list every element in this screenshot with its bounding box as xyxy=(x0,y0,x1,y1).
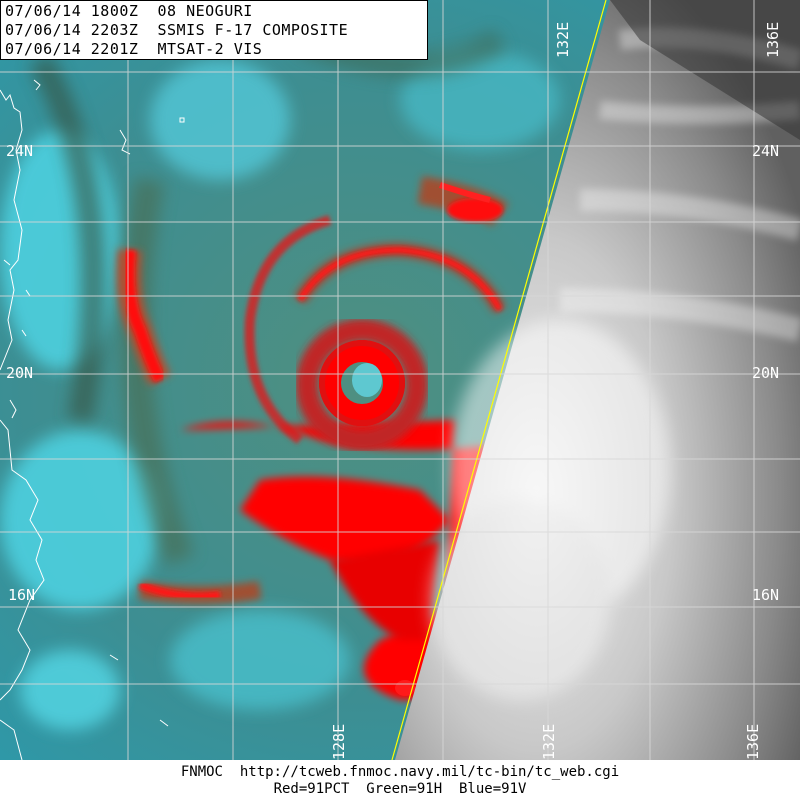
lat-label-16n: 16N xyxy=(8,586,36,604)
coastline-outline xyxy=(0,79,185,760)
footer-source-url[interactable]: FNMOC http://tcweb.fnmoc.navy.mil/tc-bin… xyxy=(180,764,620,780)
lon-label-136e-bottom: 136E xyxy=(744,723,762,760)
storm-eye-icon xyxy=(352,363,382,397)
header-storm-line: 07/06/14 1800Z 08 NEOGURI xyxy=(5,2,253,20)
lat-label-16n-right: 16N xyxy=(752,586,780,604)
header-sensor-line: 07/06/14 2203Z SSMIS F-17 COMPOSITE xyxy=(5,21,349,39)
footer-channel-legend: Red=91PCT Green=91H Blue=91V xyxy=(273,781,527,797)
satellite-imagery-map[interactable] xyxy=(0,0,800,760)
lon-label-132e-top: 132E xyxy=(554,21,572,58)
lat-label-24n-right: 24N xyxy=(752,142,780,160)
lat-label-20n-right: 20N xyxy=(752,364,780,382)
lon-label-136e-top: 136E xyxy=(764,21,782,58)
lat-lon-grid xyxy=(0,0,800,760)
swath-edge-line xyxy=(391,0,607,760)
header-visible-line: 07/06/14 2201Z MTSAT-2 VIS xyxy=(5,40,263,58)
visible-imagery xyxy=(395,0,800,760)
image-header-box: 07/06/14 1800Z 08 NEOGURI 07/06/14 2203Z… xyxy=(0,0,428,60)
lat-label-24n: 24N xyxy=(6,142,34,160)
lon-label-132e-bottom: 132E xyxy=(540,723,558,760)
lat-label-20n: 20N xyxy=(6,364,34,382)
lon-label-128e-bottom: 128E xyxy=(330,723,348,760)
image-footer: FNMOC http://tcweb.fnmoc.navy.mil/tc-bin… xyxy=(0,760,800,800)
